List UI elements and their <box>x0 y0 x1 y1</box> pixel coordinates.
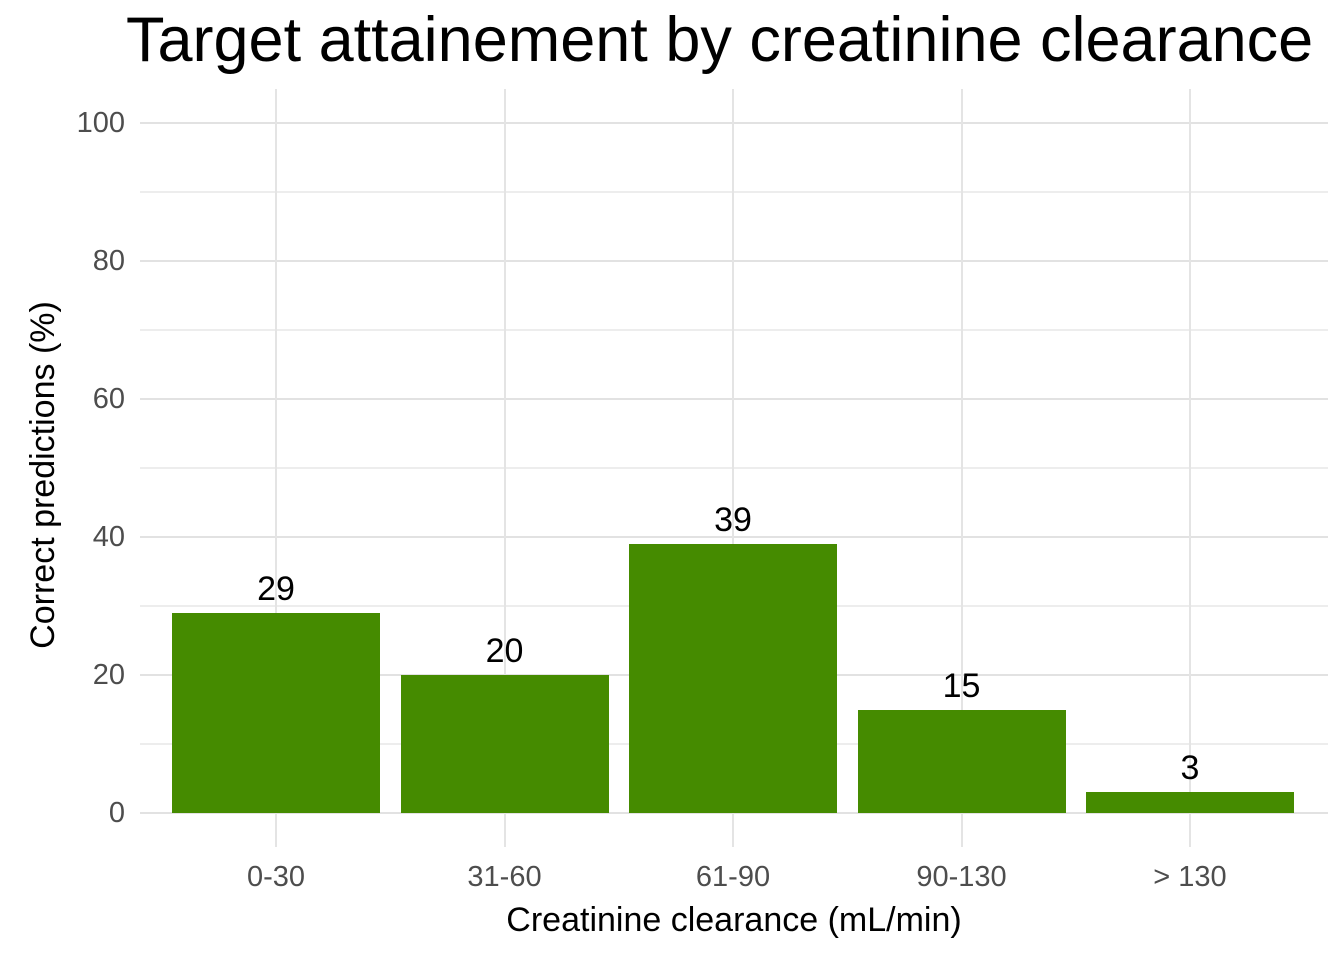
bar-value-label: 20 <box>485 632 524 670</box>
y-gridline-minor <box>140 191 1328 193</box>
y-gridline-major <box>140 536 1328 538</box>
y-gridline-major <box>140 398 1328 400</box>
x-tick-label: 90-130 <box>916 861 1007 893</box>
x-tick-label: 31-60 <box>467 861 542 893</box>
x-tick-label: 0-30 <box>246 861 306 893</box>
y-tick-label: 100 <box>76 107 125 139</box>
y-tick-label: 80 <box>92 245 125 277</box>
y-tick-label: 20 <box>92 659 125 691</box>
y-gridline-major <box>140 122 1328 124</box>
y-gridline-minor <box>140 329 1328 331</box>
y-tick-label: 60 <box>92 383 125 415</box>
x-gridline-major <box>503 89 506 847</box>
chart-title: Target attainement by creatinine clearan… <box>126 5 1314 75</box>
x-axis-title: Creatinine clearance (mL/min) <box>506 901 962 939</box>
bar-value-label: 3 <box>1180 749 1200 788</box>
bar-90-130 <box>857 709 1066 813</box>
x-gridline-major <box>732 89 734 847</box>
y-tick-label: 40 <box>92 521 125 553</box>
x-tick-label: > 130 <box>1153 861 1227 893</box>
bar-> 130 <box>1086 792 1294 813</box>
bar-0-30 <box>172 612 380 813</box>
x-gridline-major <box>960 89 963 847</box>
bar-61-90 <box>629 543 837 813</box>
x-gridline-major <box>275 89 277 847</box>
y-gridline-minor <box>140 467 1328 469</box>
y-tick-label: 0 <box>108 797 125 829</box>
x-gridline-major <box>1189 89 1191 847</box>
bar-value-label: 29 <box>257 569 295 608</box>
bar-31-60 <box>400 675 609 813</box>
x-tick-label: 61-90 <box>695 861 771 893</box>
y-axis-title: Correct predictions (%) <box>24 301 62 649</box>
bar-value-label: 15 <box>942 666 981 705</box>
y-gridline-major <box>140 812 1328 814</box>
y-gridline-major <box>140 260 1328 262</box>
bar-value-label: 39 <box>714 500 752 539</box>
plot-panel <box>140 89 1328 847</box>
